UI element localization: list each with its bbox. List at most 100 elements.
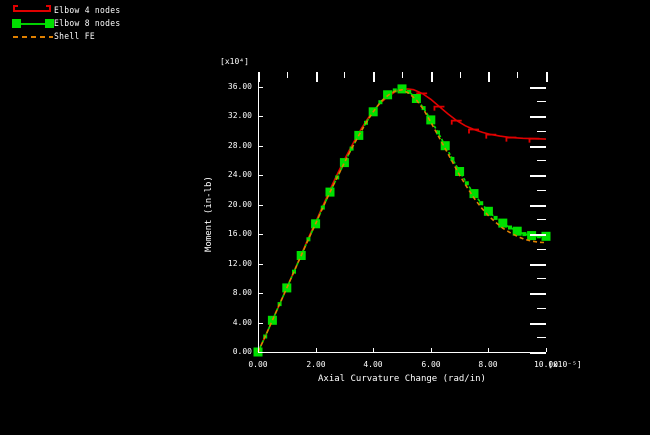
x-tick-2 <box>373 72 375 82</box>
legend-swatch-shell-fe <box>10 30 54 43</box>
series-marker-1-22 <box>411 94 421 103</box>
y-minor-tick-8 <box>537 101 546 102</box>
series-marker-1-37 <box>522 232 527 237</box>
legend-label-0: Elbow 4 nodes <box>54 5 121 16</box>
series-marker-1-33 <box>493 215 498 220</box>
x-tick-4 <box>488 72 490 82</box>
y-tick-inner-2 <box>258 293 263 294</box>
y-tick-7 <box>530 146 546 148</box>
y-minor-tick-5 <box>537 190 546 191</box>
legend-item-1: Elbow 8 nodes <box>10 17 121 30</box>
y-tick-3 <box>530 264 546 266</box>
series-marker-1-9 <box>320 205 325 210</box>
y-tick-6 <box>530 175 546 177</box>
series-path-2 <box>257 88 547 353</box>
x-minor-tick-0 <box>287 72 288 78</box>
y-tick-inner-9 <box>258 87 263 88</box>
series-marker-1-23 <box>421 106 426 111</box>
series-marker-1-13 <box>349 146 354 151</box>
y-tick-label-2: 8.00 <box>232 288 252 297</box>
y-tick-inner-4 <box>258 234 263 235</box>
y-tick-1 <box>530 323 546 325</box>
series-marker-1-34 <box>498 218 508 228</box>
y-minor-tick-7 <box>537 131 546 132</box>
x-tick-label-5: 10.00 <box>533 360 559 369</box>
series-marker-1-31 <box>479 201 484 206</box>
x-axis-line <box>258 352 546 353</box>
x-tick-label-2: 4.00 <box>363 360 383 369</box>
series-marker-1-26 <box>440 141 450 151</box>
x-tick-label-1: 2.00 <box>306 360 326 369</box>
y-tick-inner-3 <box>258 264 263 265</box>
x-tick-inner-2 <box>373 348 374 352</box>
y-tick-label-3: 12.00 <box>227 259 252 268</box>
y-axis-line <box>258 72 259 352</box>
y-tick-9 <box>530 87 546 89</box>
y-tick-label-9: 36.00 <box>227 82 252 91</box>
y-tick-2 <box>530 293 546 295</box>
series-marker-1-27 <box>450 156 455 161</box>
series-marker-0-32 <box>450 119 462 125</box>
x-tick-inner-5 <box>546 348 547 352</box>
y-minor-tick-4 <box>537 219 546 220</box>
series-marker-1-40 <box>541 231 551 241</box>
y-tick-inner-1 <box>258 323 263 324</box>
y-minor-tick-1 <box>537 308 546 309</box>
y-tick-0 <box>530 352 546 354</box>
y-tick-label-6: 24.00 <box>227 170 252 179</box>
y-tick-label-5: 20.00 <box>227 200 252 209</box>
series-marker-1-39 <box>536 234 541 239</box>
legend-item-0: Elbow 4 nodes <box>10 4 121 17</box>
x-axis-multiplier: [x10⁻⁵] <box>548 360 582 369</box>
legend-swatch-elbow-8-nodes <box>10 17 54 30</box>
y-tick-label-0: 0.00 <box>232 347 252 356</box>
x-minor-tick-3 <box>460 72 461 78</box>
legend-swatch-elbow-4-nodes <box>10 4 54 17</box>
x-minor-tick-4 <box>517 72 518 78</box>
legend-label-1: Elbow 8 nodes <box>54 18 121 29</box>
series-marker-1-24 <box>426 115 436 125</box>
x-tick-inner-3 <box>431 348 432 352</box>
y-tick-inner-0 <box>258 352 263 353</box>
x-minor-tick-2 <box>402 72 403 78</box>
y-tick-label-8: 32.00 <box>227 111 252 120</box>
series-marker-1-12 <box>339 158 349 168</box>
x-tick-inner-1 <box>316 348 317 352</box>
y-tick-inner-7 <box>258 146 263 147</box>
y-axis-multiplier: [x10⁴] <box>220 57 249 66</box>
series-marker-1-28 <box>455 167 465 176</box>
chart-legend: Elbow 4 nodes Elbow 8 nodes Shell FE <box>10 4 121 43</box>
x-axis-title: Axial Curvature Change (rad/in) <box>318 374 486 384</box>
y-minor-tick-2 <box>537 278 546 279</box>
y-minor-tick-0 <box>537 337 546 338</box>
y-tick-inner-8 <box>258 116 263 117</box>
series-marker-1-36 <box>512 226 522 236</box>
x-tick-3 <box>431 72 433 82</box>
series-marker-1-17 <box>378 100 383 105</box>
x-tick-1 <box>316 72 318 82</box>
y-tick-label-1: 4.00 <box>232 318 252 327</box>
series-marker-0-36 <box>485 133 497 139</box>
x-tick-label-0: 0.00 <box>248 360 268 369</box>
y-minor-tick-3 <box>537 249 546 250</box>
series-marker-1-5 <box>292 269 296 274</box>
series-marker-1-35 <box>508 225 512 230</box>
y-tick-label-7: 28.00 <box>227 141 252 150</box>
series-path-1 <box>257 88 546 353</box>
series-marker-1-30 <box>469 189 479 199</box>
legend-label-2: Shell FE <box>54 31 95 42</box>
series-marker-0-30 <box>433 105 445 111</box>
series-marker-1-7 <box>306 237 311 242</box>
x-tick-label-4: 8.00 <box>478 360 498 369</box>
series-marker-0-38 <box>505 136 517 142</box>
series-marker-1-32 <box>483 206 493 216</box>
x-minor-tick-1 <box>344 72 345 78</box>
x-tick-inner-4 <box>488 348 489 352</box>
x-tick-0 <box>258 72 260 82</box>
y-tick-5 <box>530 205 546 207</box>
y-tick-8 <box>530 116 546 118</box>
x-tick-5 <box>546 72 548 82</box>
series-marker-1-25 <box>436 130 440 135</box>
